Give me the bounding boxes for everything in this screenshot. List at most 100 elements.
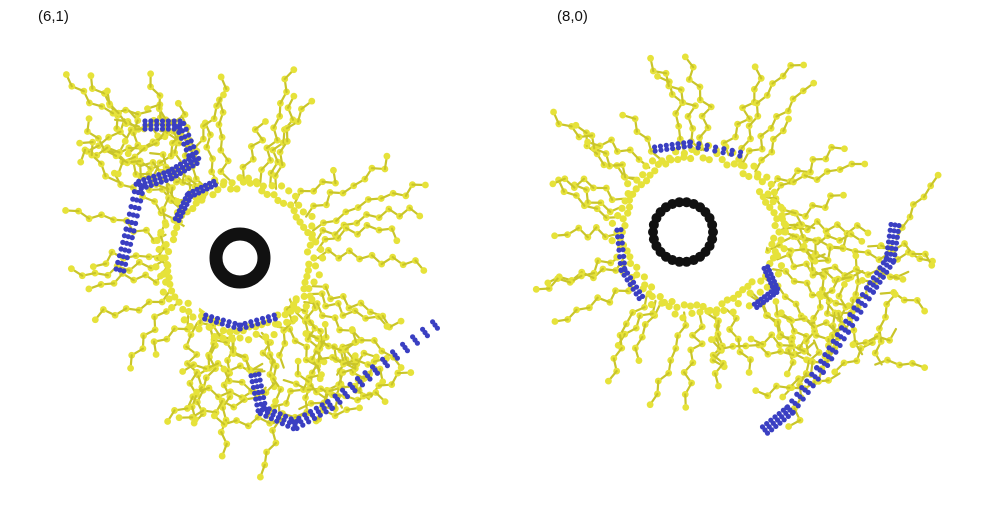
wrap-atom	[291, 192, 300, 200]
alkyl-atom	[294, 357, 302, 365]
aromatic-atom	[204, 186, 210, 192]
wrap-atom	[624, 189, 632, 198]
wrap-atom	[292, 213, 300, 221]
wrap-atom	[658, 299, 666, 307]
aromatic-atom	[176, 129, 182, 136]
aromatic-atom	[253, 396, 259, 402]
molecular-model-6-1	[62, 66, 440, 481]
wrap-atom	[308, 230, 316, 239]
aromatic-atom	[177, 161, 184, 167]
wrap-atom	[674, 155, 682, 164]
wrap-atom	[757, 277, 765, 285]
wrap-atom	[621, 197, 629, 205]
wrap-atom	[315, 271, 323, 279]
aromatic-atom	[272, 316, 278, 322]
wrap-atom	[179, 305, 187, 314]
wrap-atom	[214, 186, 222, 194]
alkyl-atom	[550, 108, 557, 116]
aromatic-atom	[337, 399, 343, 405]
wrap-atom	[281, 311, 289, 319]
alkyl-atom	[164, 418, 172, 425]
wrap-atom	[705, 156, 713, 164]
wrap-atom	[189, 313, 197, 321]
wrap-atom	[774, 270, 783, 278]
aromatic-atom	[177, 118, 183, 124]
wrap-atom	[290, 207, 298, 215]
wrap-atom	[723, 161, 731, 169]
aromatic-atom	[651, 144, 658, 150]
wrap-atom	[270, 191, 278, 199]
alkyl-atom	[152, 351, 160, 358]
alkyl-atom	[864, 229, 872, 237]
aromatic-atom	[814, 365, 820, 371]
wrap-atom	[209, 191, 217, 199]
alkyl-atom	[604, 377, 612, 385]
alkyl-atom	[397, 364, 405, 371]
aromatic-atom	[892, 252, 898, 258]
aromatic-atom	[367, 376, 373, 382]
alkyl-atom	[321, 320, 329, 328]
alkyl-atom	[928, 261, 936, 269]
aromatic-atom	[137, 182, 143, 188]
wrap-atom	[608, 237, 616, 245]
aromatic-atom	[896, 222, 902, 229]
wrap-atom	[277, 182, 286, 190]
aromatic-atom	[880, 260, 886, 266]
aromatic-atom	[374, 370, 380, 376]
aromatic-atom	[892, 222, 898, 228]
wrap-atom	[642, 162, 650, 170]
wrap-atom	[159, 270, 168, 278]
aromatic-atom	[893, 240, 900, 246]
wrap-atom	[153, 236, 161, 244]
aromatic-atom	[187, 194, 194, 200]
aromatic-atom	[257, 395, 263, 401]
wrap-atom	[195, 325, 203, 333]
wrap-atom	[310, 278, 318, 286]
wrap-cavity	[632, 164, 768, 300]
wrap-atom	[686, 302, 695, 310]
wrap-atom	[311, 262, 320, 270]
aromatic-atom	[670, 145, 676, 152]
aromatic-atom	[142, 118, 148, 124]
aromatic-atom	[804, 378, 810, 384]
wrap-atom	[308, 212, 316, 221]
wrap-atom	[303, 272, 311, 281]
aromatic-atom	[134, 213, 140, 219]
wrap-atom	[169, 236, 178, 244]
alkyl-atom	[584, 138, 591, 146]
aromatic-atom	[254, 402, 260, 408]
wrap-atom	[295, 201, 303, 209]
wrap-atom	[227, 334, 236, 342]
wrap-atom	[159, 288, 167, 296]
wrap-atom	[165, 295, 173, 303]
aromatic-atom	[696, 141, 702, 147]
wrap-atom	[645, 290, 653, 298]
alkyl-atom	[320, 358, 328, 366]
wrap-atom	[205, 323, 213, 331]
wrap-atom	[619, 215, 627, 223]
alkyl-atom	[174, 99, 182, 107]
alkyl-atom	[85, 285, 93, 293]
alkyl-atom	[921, 307, 929, 315]
wrap-atom	[671, 310, 679, 318]
wrap-atom	[621, 222, 629, 230]
aromatic-atom	[225, 323, 231, 329]
wrap-atom	[633, 263, 641, 271]
wrap-atom	[220, 178, 228, 186]
wrap-atom	[720, 306, 728, 315]
aromatic-atom	[191, 192, 198, 198]
wrap-atom	[688, 309, 696, 317]
alkyl-atom	[647, 54, 654, 62]
aromatic-atom	[255, 389, 262, 396]
wrap-atom	[712, 309, 720, 317]
wrap-cavity	[176, 194, 304, 322]
panel-label-8-0: (8,0)	[557, 8, 588, 25]
aromatic-atom	[128, 204, 134, 210]
wrap-atom	[745, 172, 753, 181]
wrap-atom	[780, 245, 788, 253]
aromatic-atom	[122, 261, 129, 267]
nanotube-atom	[707, 219, 718, 230]
alkyl-atom	[840, 280, 848, 288]
wrap-atom	[300, 292, 308, 300]
aromatic-atom	[809, 371, 815, 377]
